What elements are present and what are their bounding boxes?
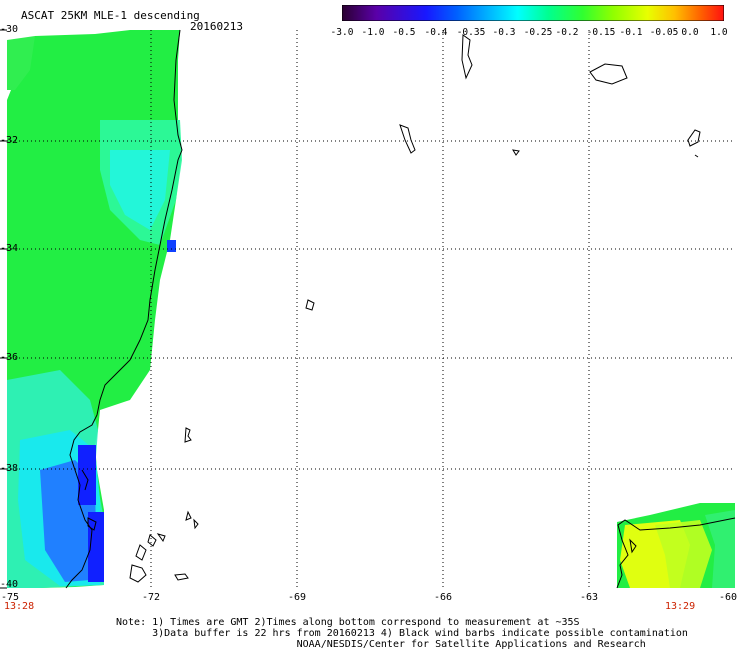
map-title: ASCAT 25KM MLE-1 descending — [21, 9, 200, 22]
colorbar-tick: -0.25 — [523, 27, 553, 38]
graticule — [7, 30, 735, 588]
colorbar-tick: -0.5 — [392, 27, 416, 38]
lon-label: -69 — [287, 592, 307, 603]
pass-time-left: 13:28 — [4, 601, 35, 612]
lat-label: -38 — [0, 463, 19, 474]
colorbar-tick: -0.15 — [586, 27, 616, 38]
footnote: Note: 1) Times are GMT 2)Times along bot… — [116, 617, 688, 650]
pass-time-right: 13:29 — [665, 601, 696, 612]
lon-label: -75 — [0, 592, 20, 603]
coastline — [65, 29, 736, 589]
colorbar-tick: -0.1 — [619, 27, 643, 38]
lon-label: -60 — [718, 592, 738, 603]
colorbar-tick: -0.4 — [424, 27, 448, 38]
footnote-line-1: Note: 1) Times are GMT 2)Times along bot… — [116, 617, 580, 628]
lat-label: -40 — [0, 579, 19, 590]
colorbar-tick: -3.0 — [330, 27, 354, 38]
wind-field-swath-east — [617, 503, 735, 588]
colorbar-tick: -0.3 — [492, 27, 516, 38]
colorbar-tick: 0.0 — [681, 27, 699, 38]
colorbar-tick: -0.35 — [456, 27, 486, 38]
wind-field-swath-west — [7, 30, 182, 588]
lat-label: -30 — [0, 24, 19, 35]
colorbar-tick: -1.0 — [361, 27, 385, 38]
map-axis-ticks — [0, 29, 7, 589]
lon-label: -66 — [433, 592, 453, 603]
map-date: 20160213 — [190, 20, 243, 33]
footnote-line-2: 3)Data buffer is 22 hrs from 20160213 4)… — [116, 628, 688, 639]
colorbar-tick: -0.2 — [555, 27, 579, 38]
lon-label: -72 — [141, 592, 161, 603]
lat-label: -36 — [0, 352, 19, 363]
lon-label: -63 — [579, 592, 599, 603]
footnote-line-3: NOAA/NESDIS/Center for Satellite Applica… — [116, 639, 646, 650]
colorbar-tick: 1.0 — [710, 27, 728, 38]
lat-label: -32 — [0, 135, 19, 146]
map-canvas — [0, 29, 736, 589]
colorbar-tick: -0.05 — [649, 27, 679, 38]
lat-label: -34 — [0, 243, 19, 254]
